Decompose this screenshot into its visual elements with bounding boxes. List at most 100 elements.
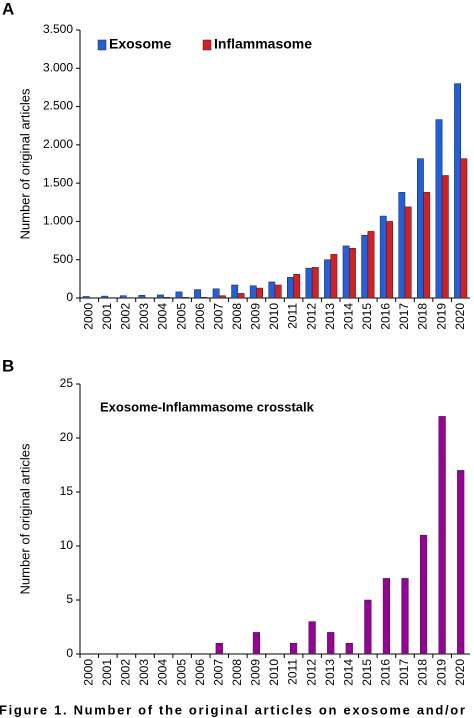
x-tick-label: 2004 <box>156 303 170 330</box>
x-tick-label: 2013 <box>323 303 337 330</box>
x-tick-label: 2007 <box>211 659 225 686</box>
legend-swatch <box>202 39 212 51</box>
bar <box>401 578 409 655</box>
x-tick-label: 2018 <box>416 659 430 686</box>
y-tick-label: 0 <box>66 646 73 660</box>
legend-label: Inflammasome <box>214 36 312 52</box>
x-tick-label: 2008 <box>230 659 244 686</box>
x-tick-label: 2012 <box>304 659 318 686</box>
x-tick-label: 2016 <box>379 659 393 686</box>
x-tick-label: 2012 <box>304 303 318 330</box>
caption: Figure 1. Number of the original article… <box>0 702 465 717</box>
x-tick-label: 2002 <box>119 659 133 686</box>
bar <box>200 296 208 299</box>
bar <box>454 83 461 299</box>
bar <box>252 632 261 655</box>
y-tick-label: 3.500 <box>43 22 73 36</box>
bar <box>163 296 171 299</box>
x-tick-label: 2010 <box>267 303 281 330</box>
panel-label: A <box>2 0 14 18</box>
bar <box>438 416 446 655</box>
bar <box>219 295 226 299</box>
x-tick-label: 2020 <box>453 303 467 330</box>
bar <box>138 295 146 299</box>
y-axis-title: Number of original articles <box>17 88 32 240</box>
bar <box>157 294 164 299</box>
y-tick-label: 20 <box>60 430 74 444</box>
bar <box>256 287 263 299</box>
x-tick-label: 2011 <box>286 303 300 329</box>
bar <box>379 215 387 299</box>
x-tick-label: 2009 <box>249 303 263 330</box>
x-tick-label: 2003 <box>137 303 151 330</box>
legend-label: Exosome <box>109 36 171 52</box>
bar <box>404 206 412 299</box>
bar <box>231 284 239 299</box>
bar <box>274 284 282 299</box>
bar <box>417 158 424 299</box>
x-tick-label: 2017 <box>397 659 411 686</box>
bar <box>367 231 375 299</box>
y-tick-label: 1.000 <box>43 214 73 228</box>
y-axis-title: Number of original articles <box>17 443 32 595</box>
panel-label: B <box>2 356 14 375</box>
x-tick-label: 2019 <box>434 659 448 686</box>
bar <box>194 289 201 299</box>
y-tick-label: 2.000 <box>43 137 73 151</box>
y-tick-label: 3.000 <box>43 60 73 74</box>
x-tick-label: 2006 <box>193 303 207 330</box>
bar <box>435 119 443 299</box>
x-tick-label: 2018 <box>416 303 430 330</box>
x-tick-label: 2020 <box>453 659 467 686</box>
bar <box>361 234 369 299</box>
bar <box>327 632 335 655</box>
bar <box>386 221 393 299</box>
bar <box>268 281 276 299</box>
x-tick-label: 2015 <box>360 303 374 330</box>
bar <box>460 158 468 299</box>
y-tick-label: 500 <box>53 252 73 266</box>
bar <box>364 599 372 655</box>
bar <box>457 470 465 655</box>
bar <box>293 274 301 299</box>
x-tick-label: 2006 <box>193 659 207 686</box>
bar <box>382 578 391 655</box>
x-tick-label: 2014 <box>341 659 355 686</box>
x-tick-label: 2005 <box>174 303 188 330</box>
x-tick-label: 2000 <box>81 659 95 686</box>
y-tick-label: 1.500 <box>43 175 73 189</box>
bar <box>175 291 183 299</box>
bar <box>311 267 319 299</box>
bar <box>398 192 406 299</box>
bar <box>215 642 223 655</box>
bar <box>441 175 449 299</box>
bar <box>237 293 245 299</box>
x-tick-label: 2010 <box>267 659 281 686</box>
y-tick-label: 25 <box>60 376 74 390</box>
x-tick-label: 2000 <box>81 303 95 330</box>
x-tick-label: 2011 <box>286 659 300 685</box>
bar <box>305 267 313 299</box>
bar <box>287 277 294 299</box>
bar <box>289 642 298 655</box>
bar <box>308 621 316 655</box>
bar <box>419 534 428 655</box>
bar <box>324 259 331 299</box>
x-tick-label: 2009 <box>249 659 263 686</box>
x-tick-label: 2002 <box>119 303 133 330</box>
bar <box>212 288 220 299</box>
bar <box>101 295 109 299</box>
x-tick-label: 2004 <box>156 659 170 686</box>
x-tick-label: 2015 <box>360 659 374 686</box>
x-tick-label: 2005 <box>174 659 188 686</box>
y-tick-label: 5 <box>66 592 73 606</box>
x-tick-label: 2014 <box>341 303 355 330</box>
bar <box>330 254 338 299</box>
bar <box>423 192 431 299</box>
bar <box>119 295 127 299</box>
bar <box>349 247 356 299</box>
bar <box>82 296 90 299</box>
bar <box>249 285 257 299</box>
legend-swatch <box>97 39 107 51</box>
bar <box>342 245 350 299</box>
